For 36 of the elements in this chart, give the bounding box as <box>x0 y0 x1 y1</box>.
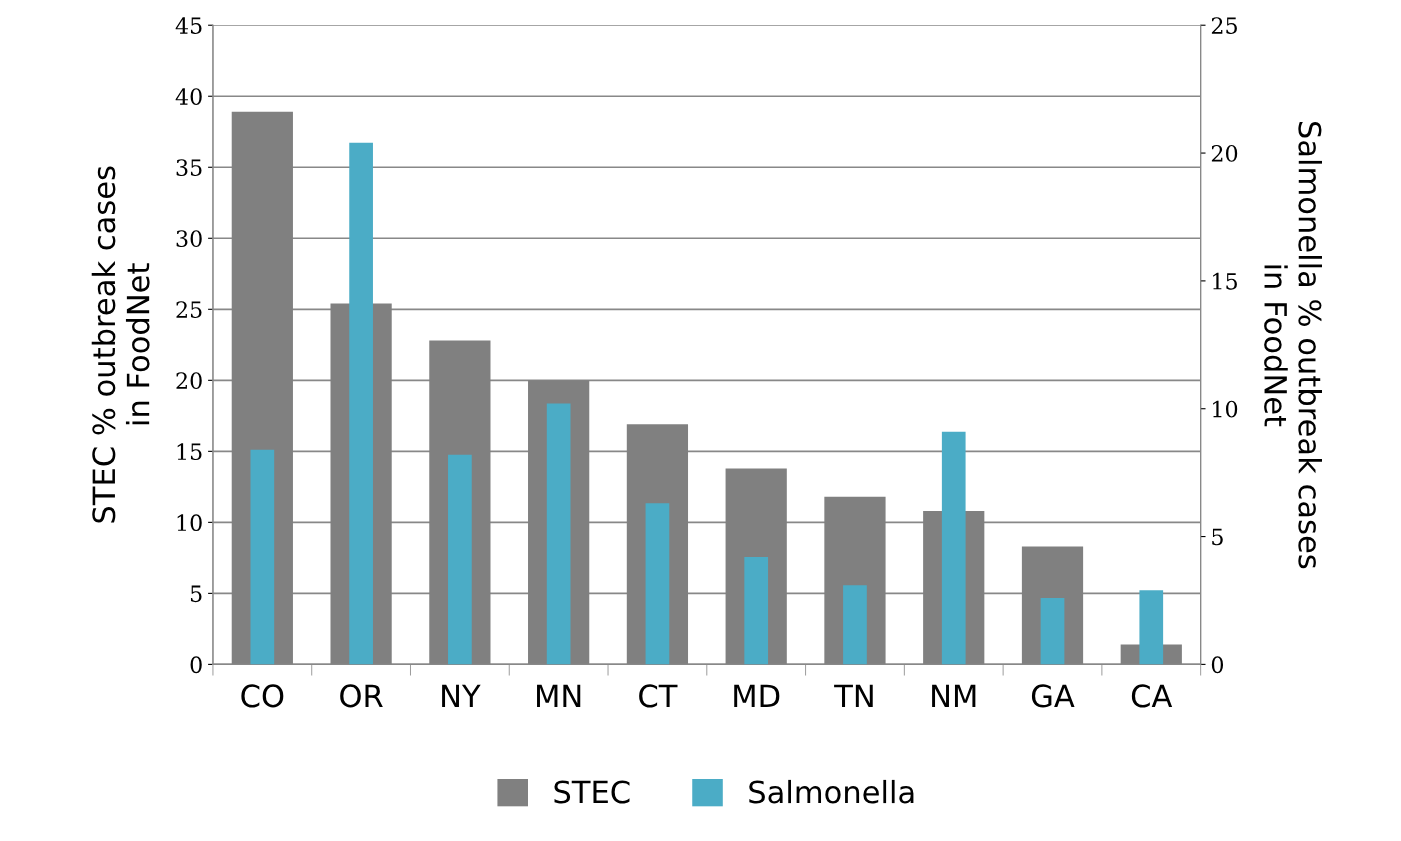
y-axis-title: STEC % outbreak cases in FoodNet <box>91 166 150 523</box>
bar <box>1040 597 1065 665</box>
y2-tick-label: 25 <box>1211 17 1237 34</box>
bar <box>744 557 769 665</box>
bar <box>250 449 275 665</box>
y2-tick-label: 15 <box>1213 272 1237 290</box>
x-tick-label: MN <box>537 684 581 708</box>
y-tick-label: 15 <box>177 443 202 461</box>
bar <box>645 503 670 665</box>
x-tick-label: GA <box>1031 684 1075 708</box>
x-tick-label: CT <box>639 684 678 708</box>
y2-tick-label: 10 <box>1213 400 1238 418</box>
y2-axis-title: Salmonella % outbreak cases in FoodNet <box>1264 121 1322 569</box>
x-tick-label: OR <box>340 684 383 708</box>
x-tick-label: NM <box>932 684 976 708</box>
legend-label: Salmonella <box>749 779 914 804</box>
legend-label: STEC <box>554 780 630 804</box>
y-tick-label: 40 <box>175 88 202 106</box>
bar <box>843 585 867 665</box>
y-tick-label: 35 <box>176 159 202 177</box>
y2-tick-label: 0 <box>1211 656 1224 674</box>
x-tick-label: TN <box>834 684 873 708</box>
x-tick-label: MD <box>734 684 780 708</box>
x-tick-label: CO <box>241 684 284 708</box>
bar <box>448 454 472 665</box>
y-tick-label: 45 <box>175 17 202 34</box>
y2-tick-label: 20 <box>1211 145 1238 162</box>
y-tick-label: 30 <box>176 230 202 248</box>
y-tick-label: 0 <box>190 656 202 674</box>
y-tick-label: 25 <box>176 301 202 319</box>
y-tick-label: 5 <box>190 585 202 603</box>
x-tick-label: CA <box>1131 684 1173 708</box>
y-tick-label: 20 <box>176 372 202 390</box>
y2-tick-label: 5 <box>1212 528 1223 546</box>
y-tick-label: 10 <box>177 514 202 532</box>
x-tick-label: NY <box>442 684 481 708</box>
